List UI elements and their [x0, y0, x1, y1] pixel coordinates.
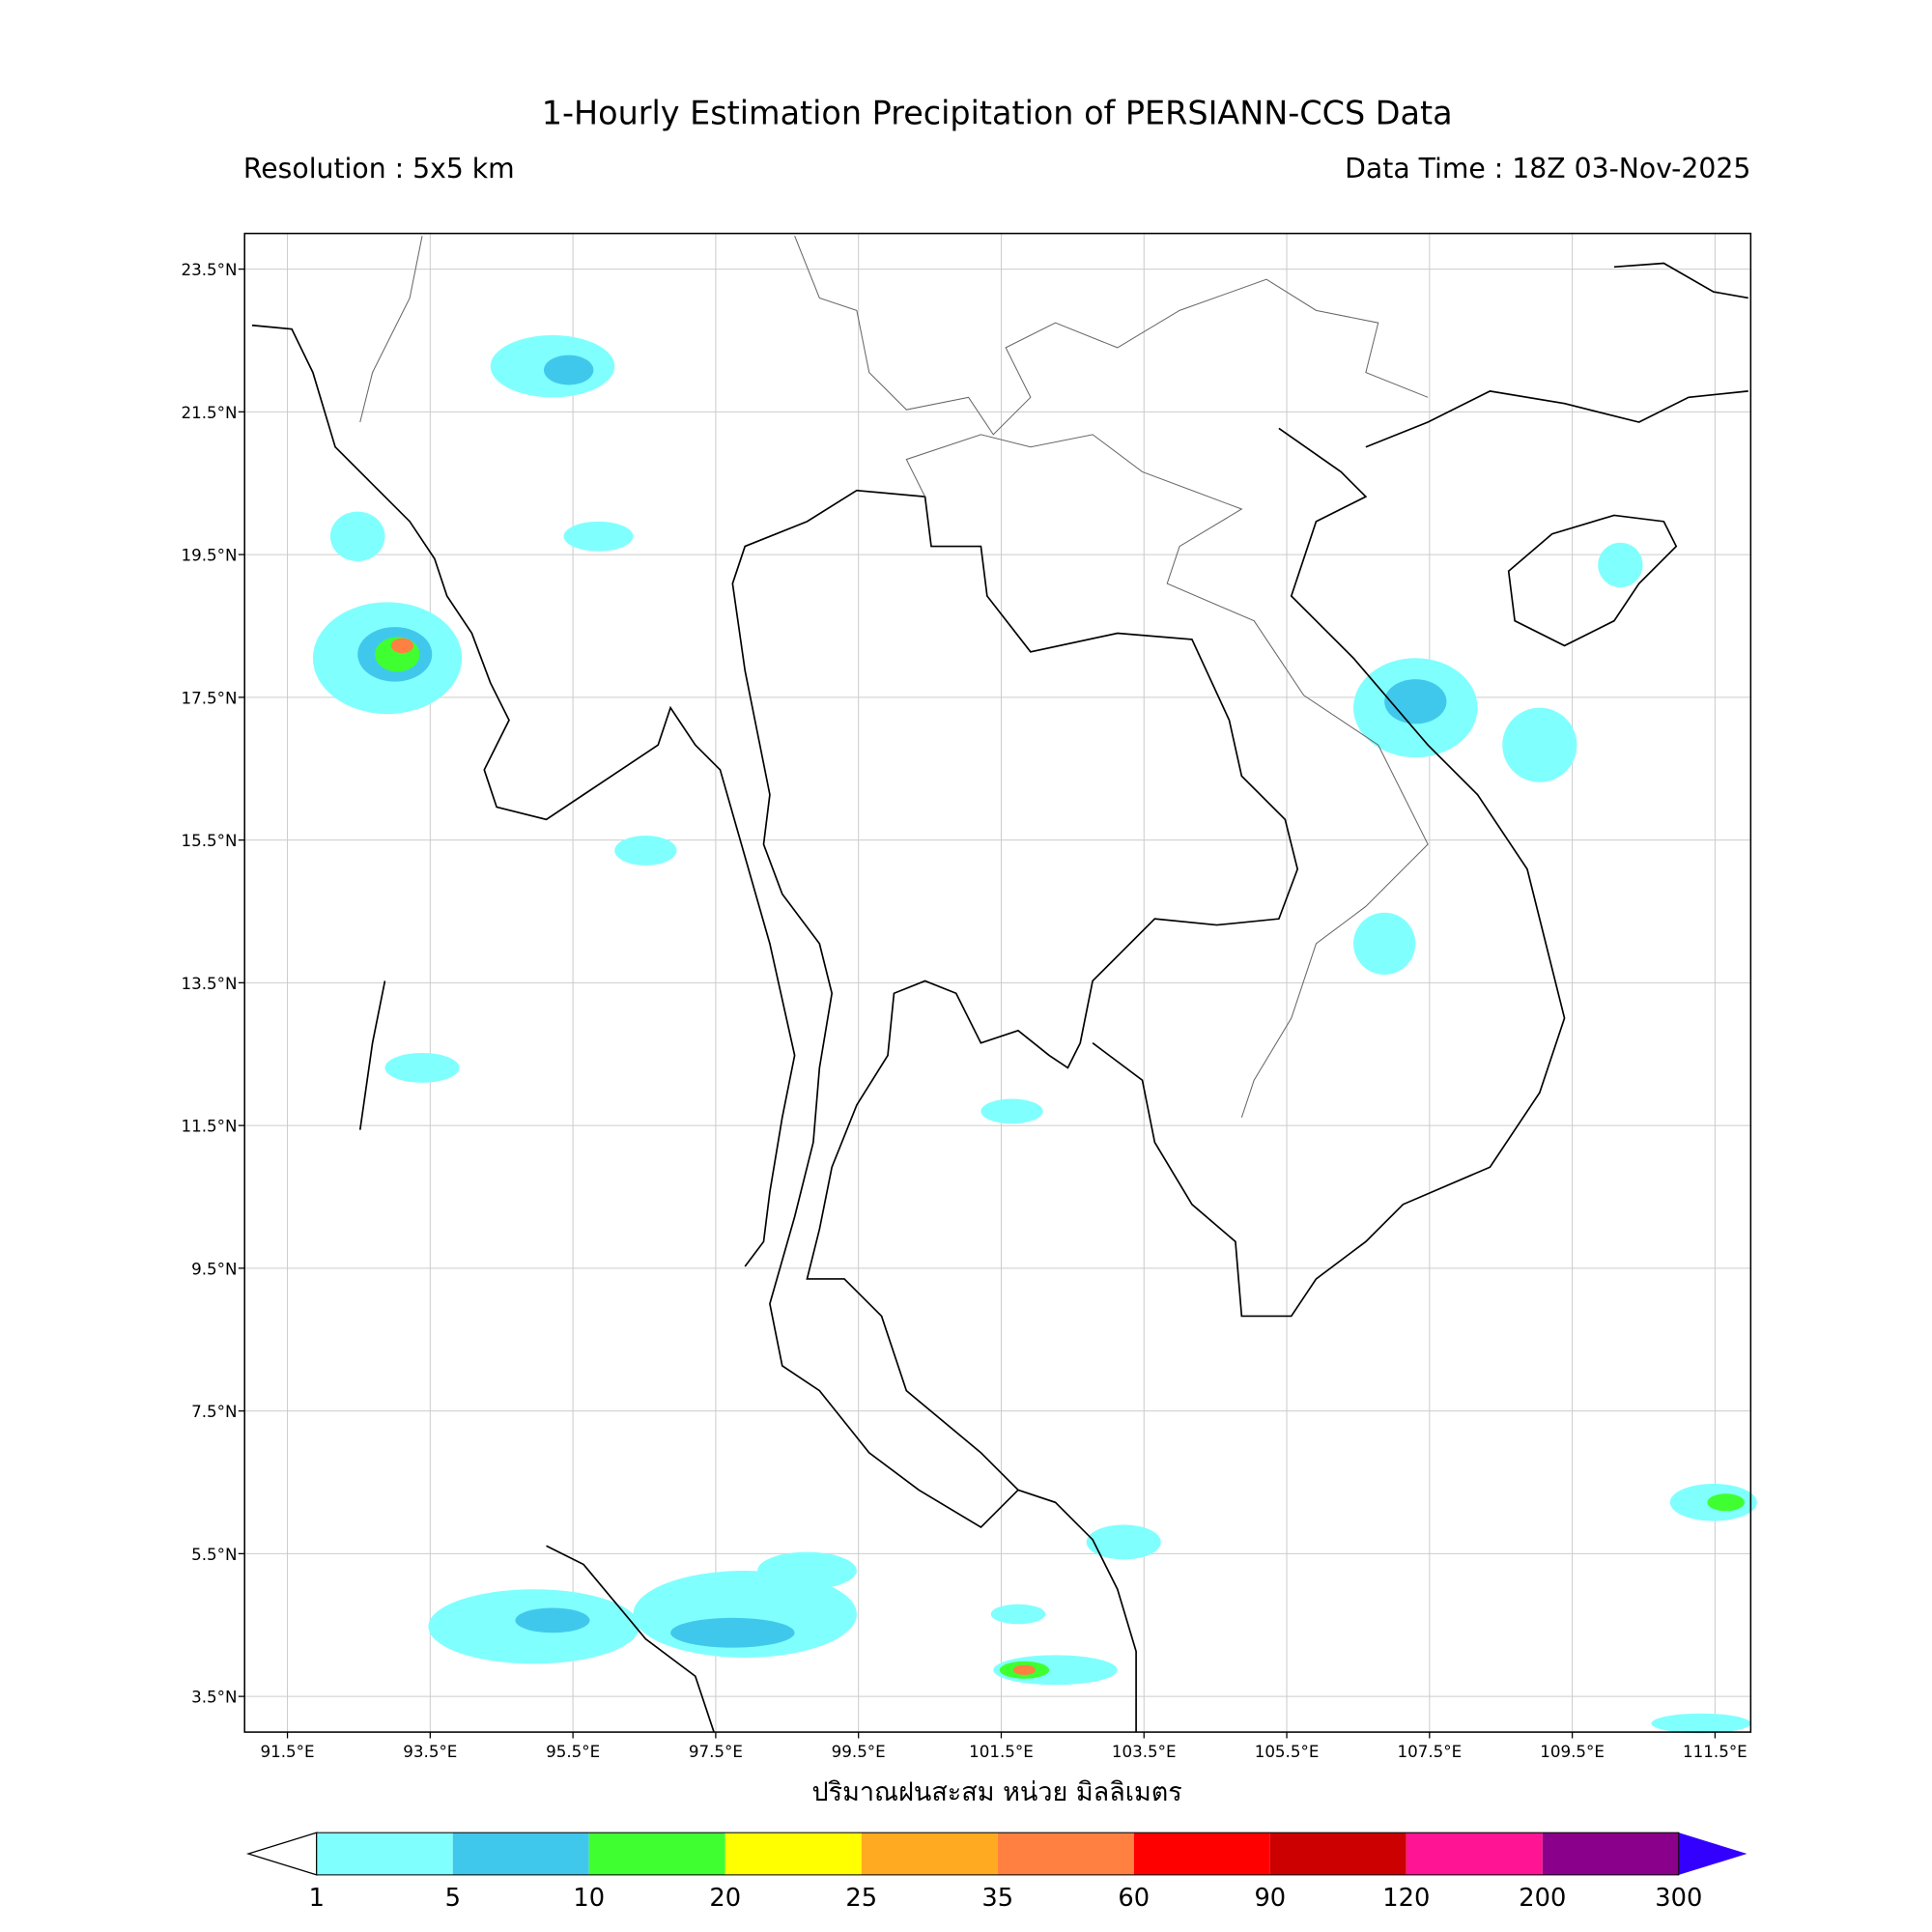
- coastline: [1613, 262, 1748, 299]
- coastline: [546, 1545, 715, 1733]
- rain-area: [1353, 912, 1416, 975]
- lat-tick-label: 21.5°N: [182, 403, 238, 422]
- lon-tick-label: 95.5°E: [546, 1742, 600, 1761]
- rain-area: [614, 836, 677, 866]
- rain-areas: [312, 335, 1757, 1734]
- lon-tick-label: 107.5°E: [1397, 1742, 1462, 1761]
- rain-area: [563, 521, 634, 552]
- lon-tick-label: 111.5°E: [1683, 1742, 1747, 1761]
- map-area: [243, 232, 1757, 1734]
- lon-tick-label: 93.5°E: [403, 1742, 457, 1761]
- colorbar-label: 20: [709, 1884, 741, 1913]
- country-border: [359, 236, 423, 423]
- rain-area: [515, 1607, 590, 1634]
- axis-ticks: 91.5°E 93.5°E 95.5°E 97.5°E 99.5°E 101.5°E 103…: [182, 260, 1747, 1761]
- rain-area: [990, 1604, 1046, 1625]
- x-axis-label: ปริมาณฝนสะสม หน่วย มิลลิเมตร: [811, 1777, 1181, 1807]
- colorbar-label: 5: [445, 1884, 461, 1913]
- lat-tick-label: 9.5°N: [191, 1259, 237, 1278]
- colorbar-segment: [724, 1833, 862, 1875]
- colorbar-segment: [452, 1833, 589, 1875]
- rain-area: [1012, 1664, 1036, 1675]
- coastline: [251, 324, 796, 1267]
- coastline: [1365, 390, 1748, 448]
- lon-tick-label: 109.5°E: [1540, 1742, 1605, 1761]
- colorbar-label: 1: [309, 1884, 325, 1913]
- rain-area: [980, 1098, 1043, 1124]
- lat-tick-label: 13.5°N: [182, 974, 238, 993]
- lon-tick-label: 101.5°E: [969, 1742, 1034, 1761]
- rain-area: [670, 1617, 795, 1648]
- rain-area: [1384, 679, 1447, 724]
- colorbar-segment: [1406, 1833, 1543, 1875]
- lon-tick-label: 99.5°E: [832, 1742, 886, 1761]
- grid: [244, 233, 1751, 1733]
- colorbar-label: 90: [1254, 1884, 1286, 1913]
- rain-area: [1707, 1493, 1745, 1512]
- thailand-outline: [731, 489, 1299, 1529]
- rain-area: [757, 1551, 857, 1590]
- rain-area: [543, 355, 594, 385]
- coastlines: [251, 262, 1748, 1733]
- rain-area: [1086, 1524, 1161, 1560]
- colorbar-segment: [1542, 1833, 1679, 1875]
- rain-area: [1651, 1713, 1751, 1734]
- country-border: [794, 236, 1429, 436]
- colorbar-segment: [861, 1833, 998, 1875]
- lat-tick-label: 11.5°N: [182, 1117, 238, 1136]
- lat-tick-label: 15.5°N: [182, 831, 238, 850]
- colorbar-label: 25: [845, 1884, 877, 1913]
- colorbar: 1 5 10 20 25 35 60 90 120 200 300: [245, 1832, 1747, 1913]
- borders: [359, 236, 1429, 1118]
- colorbar-segment: [1269, 1833, 1406, 1875]
- colorbar-segment: [316, 1833, 453, 1875]
- lat-tick-label: 7.5°N: [191, 1402, 237, 1421]
- title: 1-Hourly Estimation Precipitation of PER…: [542, 95, 1453, 132]
- colorbar-over: [1678, 1833, 1747, 1875]
- data-time: Data Time : 18Z 03-Nov-2025: [1345, 153, 1750, 185]
- colorbar-segment: [1133, 1833, 1270, 1875]
- lat-tick-label: 19.5°N: [182, 546, 238, 565]
- colorbar-label: 35: [981, 1884, 1013, 1913]
- country-border: [905, 434, 1429, 1118]
- hainan-coast: [1507, 514, 1678, 647]
- colorbar-frame: [316, 1832, 1680, 1876]
- lat-tick-label: 17.5°N: [182, 688, 238, 707]
- rain-area: [329, 511, 385, 561]
- rain-area: [1598, 542, 1643, 587]
- colorbar-segment: [997, 1833, 1134, 1875]
- lat-tick-label: 5.5°N: [191, 1545, 237, 1564]
- rain-area: [384, 1052, 460, 1083]
- lon-tick-label: 105.5°E: [1255, 1742, 1320, 1761]
- lon-tick-label: 97.5°E: [689, 1742, 743, 1761]
- rain-area: [390, 638, 414, 654]
- coastline: [1092, 427, 1566, 1318]
- colorbar-label: 10: [573, 1884, 605, 1913]
- coastline: [1017, 1489, 1137, 1733]
- rain-area: [1502, 707, 1577, 782]
- colorbar-label: 60: [1118, 1884, 1150, 1913]
- colorbar-segment: [588, 1833, 725, 1875]
- lon-tick-label: 103.5°E: [1112, 1742, 1177, 1761]
- colorbar-label: 300: [1655, 1884, 1702, 1913]
- lat-tick-label: 3.5°N: [191, 1688, 237, 1707]
- colorbar-under: [245, 1832, 318, 1876]
- lon-tick-label: 91.5°E: [261, 1742, 315, 1761]
- lat-tick-label: 23.5°N: [182, 260, 238, 279]
- island-coast: [358, 980, 386, 1130]
- resolution: Resolution : 5x5 km: [243, 153, 515, 185]
- colorbar-label: 120: [1382, 1884, 1430, 1913]
- colorbar-label: 200: [1519, 1884, 1566, 1913]
